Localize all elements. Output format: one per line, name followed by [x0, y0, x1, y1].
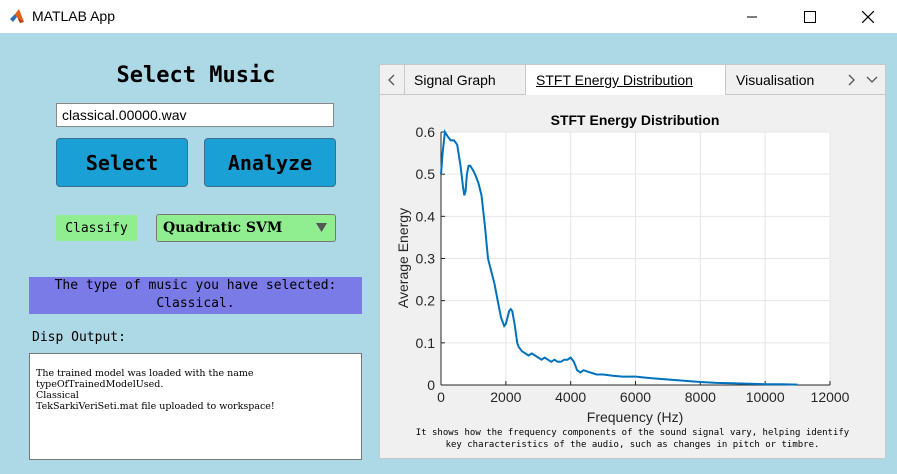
result-line-2: Classical. — [156, 296, 235, 311]
tab-bar: Signal Graph STFT Energy Distribution Vi… — [380, 65, 885, 95]
caption-line-1: It shows how the frequency components of… — [415, 428, 850, 438]
energy-series-line — [440, 129, 798, 386]
classifier-dropdown[interactable]: Quadratic SVM — [156, 214, 336, 242]
minimize-icon — [747, 16, 757, 17]
matlab-logo-icon — [10, 9, 24, 23]
y-tick-label: 0.6 — [416, 124, 436, 140]
output-line: typeOfTrainedModelUsed. — [36, 379, 164, 390]
result-line-1: The type of music you have selected: — [54, 278, 337, 293]
x-tick-label: 0 — [437, 389, 445, 405]
output-line: TekSarkiVeriSeti.mat file uploaded to wo… — [36, 401, 275, 412]
chart-title: STFT Energy Distribution — [551, 112, 720, 128]
x-tick-label: 12000 — [811, 389, 850, 405]
stft-energy-chart: 0 2000 4000 6000 8000 10000 12000 0 0.1 0.2 0.3 0.… — [395, 112, 850, 425]
output-line: Classical — [36, 390, 79, 401]
y-tick-label: 0.1 — [416, 335, 436, 351]
tab-panel: Signal Graph STFT Energy Distribution Vi… — [379, 64, 886, 459]
title-bar: MATLAB App — [0, 0, 897, 33]
chevron-right-icon — [848, 74, 855, 85]
tab-stft-energy[interactable]: STFT Energy Distribution — [526, 65, 726, 95]
output-line: The trained model was loaded with the na… — [36, 368, 254, 379]
chevron-left-icon — [388, 74, 395, 85]
disp-output-box[interactable]: The trained model was loaded with the na… — [29, 353, 362, 460]
chart-caption: It shows how the frequency components of… — [380, 427, 885, 451]
y-tick-label: 0.2 — [416, 293, 436, 309]
analyze-button[interactable]: Analyze — [204, 138, 336, 187]
x-tick-label: 4000 — [555, 389, 586, 405]
chevron-down-icon — [316, 223, 327, 232]
classifier-selected-value: Quadratic SVM — [163, 220, 283, 236]
y-tick-label: 0.3 — [416, 251, 436, 267]
y-tick-label: 0 — [427, 377, 435, 393]
maximize-button[interactable] — [787, 0, 833, 33]
close-icon — [862, 10, 874, 23]
file-name-field[interactable] — [56, 103, 334, 127]
result-panel: The type of music you have selected: Cla… — [29, 277, 362, 314]
classify-label: Classify — [56, 215, 137, 241]
tab-scroll-right-button[interactable] — [842, 65, 860, 94]
tab-scroll-left-button[interactable] — [380, 65, 405, 94]
tab-menu-button[interactable] — [862, 65, 882, 94]
y-tick-label: 0.5 — [416, 166, 436, 182]
x-axis-label: Frequency (Hz) — [587, 409, 683, 425]
close-button[interactable] — [845, 0, 891, 33]
y-tick-label: 0.4 — [416, 208, 436, 224]
window-title: MATLAB App — [32, 8, 116, 24]
minimize-button[interactable] — [729, 0, 775, 33]
maximize-icon — [804, 10, 816, 23]
x-tick-label: 10000 — [746, 389, 785, 405]
page-title: Select Music — [116, 63, 276, 88]
x-tick-label: 2000 — [490, 389, 521, 405]
caption-line-2: key characteristics of the audio, such a… — [445, 440, 820, 450]
tab-visualisation[interactable]: Visualisation — [736, 71, 815, 88]
y-axis-label: Average Energy — [395, 208, 411, 308]
x-tick-label: 8000 — [685, 389, 716, 405]
x-tick-label: 6000 — [620, 389, 651, 405]
tab-signal-graph[interactable]: Signal Graph — [404, 65, 526, 94]
disp-output-label: Disp Output: — [32, 330, 126, 345]
select-button[interactable]: Select — [56, 138, 188, 187]
chevron-down-icon — [866, 76, 878, 83]
